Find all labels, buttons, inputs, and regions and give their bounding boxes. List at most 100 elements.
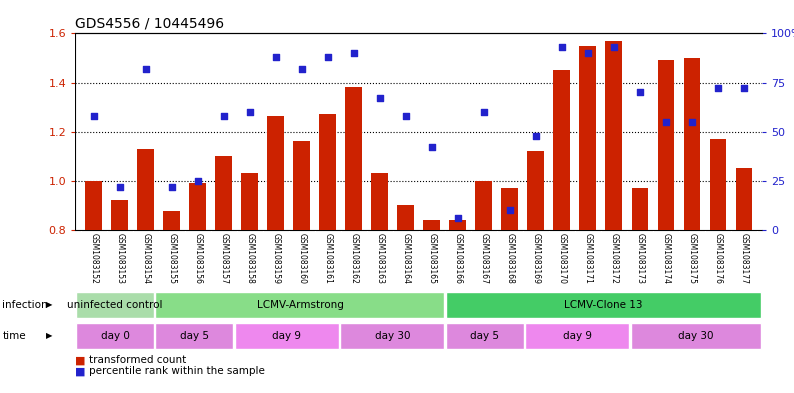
Bar: [215, 156, 232, 230]
Text: GSM1083171: GSM1083171: [584, 233, 592, 284]
Text: GSM1083158: GSM1083158: [245, 233, 254, 284]
Point: [634, 89, 646, 95]
Text: GSM1083165: GSM1083165: [427, 233, 437, 284]
Point: [477, 109, 490, 115]
Bar: [476, 181, 492, 230]
Bar: [735, 169, 753, 230]
Bar: [241, 173, 258, 230]
Text: GSM1083174: GSM1083174: [661, 233, 670, 284]
Point: [503, 207, 516, 213]
Text: GSM1083161: GSM1083161: [323, 233, 332, 284]
Text: GSM1083162: GSM1083162: [349, 233, 358, 284]
Bar: [111, 200, 128, 230]
Text: percentile rank within the sample: percentile rank within the sample: [89, 366, 265, 376]
Bar: [76, 323, 154, 349]
Text: LCMV-Clone 13: LCMV-Clone 13: [565, 300, 643, 310]
Bar: [345, 87, 362, 230]
Bar: [446, 323, 524, 349]
Text: day 5: day 5: [470, 331, 499, 341]
Bar: [164, 211, 180, 230]
Bar: [631, 188, 649, 230]
Text: GSM1083173: GSM1083173: [635, 233, 645, 284]
Text: day 5: day 5: [179, 331, 209, 341]
Point: [426, 144, 438, 151]
Text: transformed count: transformed count: [89, 355, 186, 365]
Bar: [502, 188, 518, 230]
Bar: [527, 151, 545, 230]
Bar: [156, 323, 233, 349]
Bar: [85, 181, 102, 230]
Point: [660, 119, 673, 125]
Text: uninfected control: uninfected control: [67, 300, 163, 310]
Point: [244, 109, 256, 115]
Text: GSM1083172: GSM1083172: [610, 233, 619, 284]
Point: [711, 85, 724, 92]
Text: GSM1083163: GSM1083163: [376, 233, 384, 284]
Text: GSM1083175: GSM1083175: [688, 233, 696, 284]
Text: GSM1083177: GSM1083177: [739, 233, 749, 284]
Text: ▶: ▶: [46, 301, 52, 309]
Text: GSM1083164: GSM1083164: [401, 233, 410, 284]
Point: [686, 119, 699, 125]
Point: [87, 113, 100, 119]
Text: GSM1083170: GSM1083170: [557, 233, 566, 284]
Point: [139, 66, 152, 72]
Bar: [268, 116, 284, 230]
Point: [218, 113, 230, 119]
Point: [191, 178, 204, 184]
Text: GSM1083168: GSM1083168: [506, 233, 515, 284]
Text: ▶: ▶: [46, 331, 52, 340]
Text: ■: ■: [75, 366, 86, 376]
Text: GSM1083166: GSM1083166: [453, 233, 462, 284]
Text: day 9: day 9: [272, 331, 301, 341]
Text: infection: infection: [2, 300, 48, 310]
Bar: [293, 141, 310, 230]
Text: GSM1083157: GSM1083157: [219, 233, 228, 284]
Point: [373, 95, 386, 101]
Bar: [189, 183, 206, 230]
Point: [452, 215, 464, 221]
Text: GSM1083160: GSM1083160: [297, 233, 306, 284]
Bar: [156, 292, 445, 318]
Point: [322, 54, 334, 60]
Bar: [76, 292, 154, 318]
Point: [530, 132, 542, 139]
Point: [399, 113, 412, 119]
Bar: [423, 220, 441, 230]
Text: day 30: day 30: [375, 331, 410, 341]
Bar: [606, 41, 622, 230]
Point: [114, 184, 126, 190]
Bar: [526, 323, 630, 349]
Text: GSM1083155: GSM1083155: [168, 233, 176, 284]
Bar: [137, 149, 154, 230]
Point: [269, 54, 282, 60]
Bar: [235, 323, 339, 349]
Point: [295, 66, 308, 72]
Point: [165, 184, 178, 190]
Text: GSM1083154: GSM1083154: [141, 233, 150, 284]
Bar: [319, 114, 336, 230]
Point: [607, 44, 620, 50]
Bar: [553, 70, 570, 230]
Text: GDS4556 / 10445496: GDS4556 / 10445496: [75, 17, 225, 31]
Point: [581, 50, 594, 56]
Text: GSM1083169: GSM1083169: [531, 233, 541, 284]
Bar: [580, 46, 596, 230]
Text: day 0: day 0: [101, 331, 129, 341]
Point: [738, 85, 750, 92]
Bar: [397, 205, 414, 230]
Point: [556, 44, 569, 50]
Text: GSM1083156: GSM1083156: [193, 233, 202, 284]
Text: GSM1083176: GSM1083176: [714, 233, 723, 284]
Text: GSM1083159: GSM1083159: [272, 233, 280, 284]
Bar: [657, 61, 674, 230]
Text: GSM1083167: GSM1083167: [480, 233, 488, 284]
Bar: [341, 323, 445, 349]
Text: day 30: day 30: [678, 331, 714, 341]
Point: [348, 50, 360, 56]
Bar: [449, 220, 466, 230]
Bar: [446, 292, 761, 318]
Bar: [710, 139, 727, 230]
Text: GSM1083153: GSM1083153: [115, 233, 124, 284]
Bar: [631, 323, 761, 349]
